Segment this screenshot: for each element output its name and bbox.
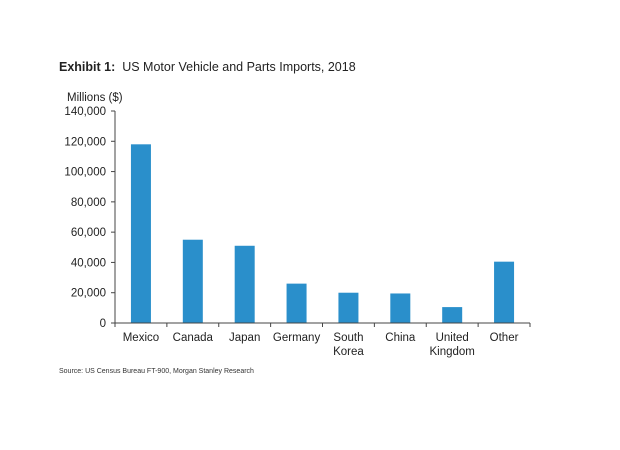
y-tick-label: 40,000	[71, 257, 106, 269]
bar	[130, 144, 151, 323]
x-tick-label: Other	[490, 332, 519, 344]
x-tick-label: Germany	[273, 332, 321, 344]
exhibit-title: US Motor Vehicle and Parts Imports, 2018	[122, 60, 356, 74]
x-tick-label: Mexico	[123, 332, 159, 344]
x-tick-label: Kingdom	[429, 346, 474, 358]
x-tick-label: Japan	[229, 332, 260, 344]
x-tick-label: South	[333, 332, 363, 344]
bar	[182, 239, 203, 323]
y-tick-label: 120,000	[64, 136, 106, 148]
bar	[494, 261, 515, 323]
chart-title: Exhibit 1: US Motor Vehicle and Parts Im…	[59, 60, 356, 74]
y-tick-label: 80,000	[71, 197, 106, 209]
x-tick-label: Canada	[173, 332, 214, 344]
y-tick-label: 20,000	[71, 288, 106, 300]
bar	[286, 283, 307, 323]
bar	[390, 293, 411, 323]
y-tick-label: 0	[100, 318, 106, 330]
exhibit-label: Exhibit 1:	[59, 60, 116, 74]
bar	[338, 292, 359, 323]
bar	[442, 307, 463, 323]
bar	[234, 245, 255, 323]
x-tick-label: United	[436, 332, 469, 344]
x-tick-label: China	[385, 332, 416, 344]
y-tick-label: 100,000	[64, 167, 106, 179]
y-tick-label: 140,000	[64, 106, 106, 118]
y-tick-label: 60,000	[71, 227, 106, 239]
source-note: Source: US Census Bureau FT-900, Morgan …	[59, 368, 254, 375]
x-tick-label: Korea	[333, 346, 364, 358]
y-axis-label: Millions ($)	[67, 92, 123, 104]
